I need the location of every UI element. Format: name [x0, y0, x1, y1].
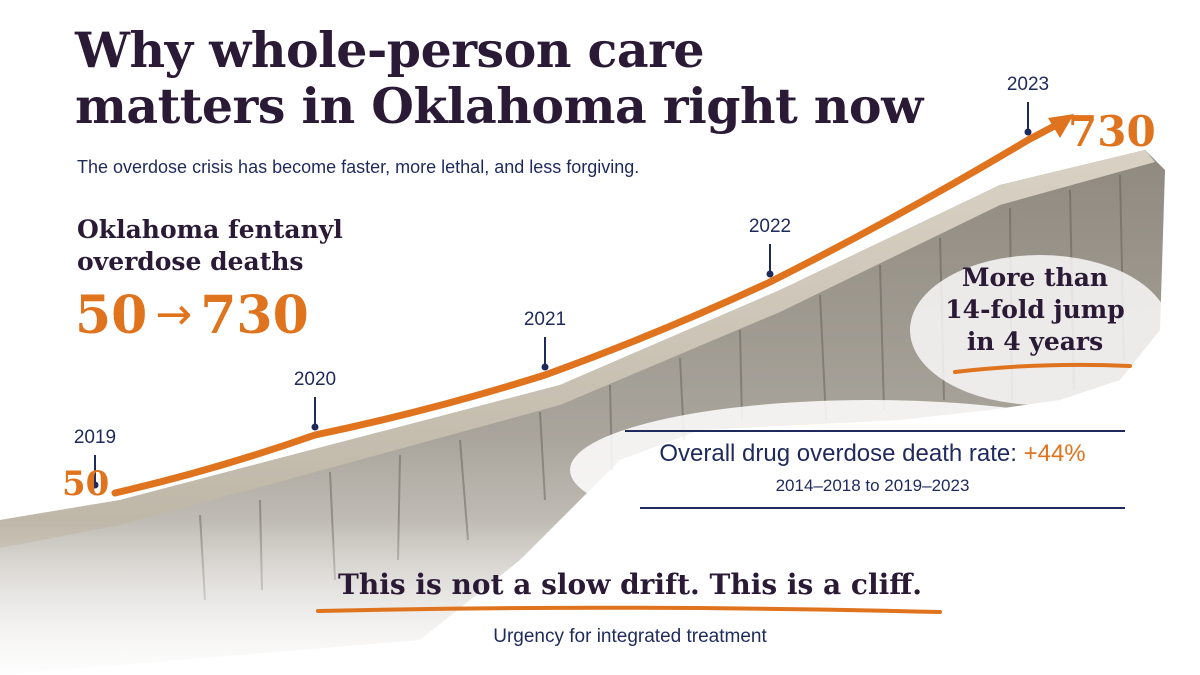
stat-arrow: → [155, 289, 193, 340]
rate-period: 2014–2018 to 2019–2023 [775, 476, 970, 495]
mist-cloud-2 [910, 255, 1170, 405]
stat-value: 50 → 730 [75, 285, 309, 346]
rate-text: Overall drug overdose death rate: [659, 440, 1024, 467]
year-label-2020: 2020 [294, 369, 336, 390]
title-line-2: matters in Oklahoma right now [75, 77, 923, 135]
trend-arrowhead [1048, 114, 1074, 138]
year-point-2022 [766, 270, 774, 278]
mist-overlay [0, 520, 1200, 675]
rate-value: +44% [1023, 440, 1086, 467]
year-point-2023 [1024, 128, 1032, 136]
point-label-2023: 730 [1068, 107, 1156, 156]
tagline: This is not a slow drift. This is a clif… [338, 568, 922, 601]
year-point-2021 [541, 363, 549, 371]
jump-line-2: 14-fold jump [945, 295, 1125, 324]
subtitle: The overdose crisis has become faster, m… [77, 157, 640, 177]
year-label-2019: 2019 [74, 427, 116, 448]
tagline-underline [316, 605, 942, 614]
rate-main: Overall drug overdose death rate: +44% [610, 440, 1135, 468]
year-point-2019 [91, 481, 99, 489]
title-line-1: Why whole-person care [75, 21, 705, 79]
rate-callout: Overall drug overdose death rate: +44% 2… [610, 440, 1135, 496]
year-label-2023: 2023 [1007, 74, 1049, 95]
jump-line-1: More than [961, 263, 1109, 292]
point-label-2019: 50 [62, 464, 109, 504]
jump-line-3: in 4 years [966, 327, 1104, 356]
jump-callout: More than 14-fold jump in 4 years [935, 262, 1135, 358]
stat-label: Oklahoma fentanyl overdose deaths [77, 214, 397, 278]
cliff-top [0, 150, 1155, 548]
stat-label-line-2: overdose deaths [77, 247, 304, 276]
mist-cloud [570, 400, 1170, 540]
stat-to: 730 [200, 285, 309, 346]
chart-layer: 2019 2020 2021 2022 2023 50 730 [62, 74, 1156, 504]
stat-from: 50 [75, 285, 148, 346]
tagline-sub: Urgency for integrated treatment [493, 626, 767, 647]
jump-underline [953, 362, 1132, 374]
stat-label-line-1: Oklahoma fentanyl [77, 215, 343, 244]
trend-line [111, 118, 1066, 497]
year-point-2020 [311, 423, 319, 431]
page-title: Why whole-person care matters in Oklahom… [75, 22, 955, 134]
year-label-2021: 2021 [524, 309, 566, 330]
year-label-2022: 2022 [749, 216, 791, 237]
